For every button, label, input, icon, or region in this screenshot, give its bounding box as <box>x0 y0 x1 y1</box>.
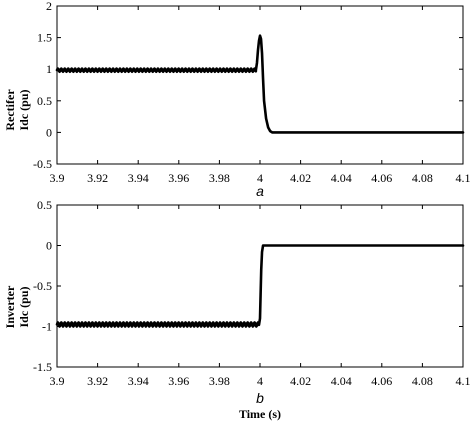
x-tick-label: 3.92 <box>87 374 108 388</box>
plot-frame <box>56 5 464 165</box>
chart-panel-a: 3.9 3.92 3.94 3.96 3.98 4 4.02 4.04 4.06 4.08 4.1 -… <box>3 0 471 199</box>
y-tick-label: 0.5 <box>37 94 52 108</box>
x-tick-label: 4.02 <box>290 374 311 388</box>
x-tick-label: 4.06 <box>371 171 392 185</box>
x-tick-label: 4.06 <box>371 374 392 388</box>
panel-label: a <box>256 183 264 199</box>
y-axis-label-line: Rectifer <box>3 89 17 131</box>
series-line-b <box>55 244 465 328</box>
x-tick-label: 3.98 <box>209 374 230 388</box>
y-tick-label: -1 <box>42 320 52 334</box>
y-tick-label: -0.5 <box>33 279 52 293</box>
x-tick-label: 3.9 <box>50 374 65 388</box>
y-tick-label: 0 <box>46 125 52 139</box>
x-tick-label: 4 <box>257 374 263 388</box>
chart-panel-b: 3.9 3.92 3.94 3.96 3.98 4 4.02 4.04 4.06 4.08 4.1 -… <box>3 198 471 421</box>
y-axis-label: RectiferIdc (pu) <box>3 89 31 131</box>
y-tick-label: 0.5 <box>37 198 52 212</box>
y-tick-label: 1 <box>46 62 52 76</box>
x-tick-label: 4.08 <box>412 171 433 185</box>
x-tick-label: 3.94 <box>128 171 149 185</box>
x-tick-label: 4.1 <box>456 374 471 388</box>
x-tick-label: 4.02 <box>290 171 311 185</box>
y-axis-label-line: Idc (pu) <box>17 89 31 130</box>
x-tick-label: 3.98 <box>209 171 230 185</box>
x-tick-label: 3.92 <box>87 171 108 185</box>
x-tick-label: 4.04 <box>331 374 352 388</box>
y-tick-label: -0.5 <box>33 157 52 171</box>
y-tick-label: -1.5 <box>33 360 52 374</box>
x-tick-label: 4.1 <box>456 171 471 185</box>
x-axis-label: Time (s) <box>239 407 281 421</box>
panel-label: b <box>256 390 264 406</box>
y-axis-label-line: Idc (pu) <box>17 286 31 327</box>
x-tick-label: 3.96 <box>168 171 189 185</box>
x-tick-label: 4 <box>257 171 263 185</box>
x-tick-label: 3.9 <box>50 171 65 185</box>
y-tick-label: 0 <box>46 239 52 253</box>
y-tick-label: 2 <box>46 0 52 13</box>
x-tick-label: 3.94 <box>128 374 149 388</box>
x-tick-label: 4.08 <box>412 374 433 388</box>
y-tick-label: 1.5 <box>37 31 52 45</box>
x-tick-label: 3.96 <box>168 374 189 388</box>
x-tick-label: 4.04 <box>331 171 352 185</box>
y-axis-label: InverterIdc (pu) <box>3 285 31 328</box>
series-line-a <box>55 34 465 134</box>
y-axis-label-line: Inverter <box>3 285 17 328</box>
